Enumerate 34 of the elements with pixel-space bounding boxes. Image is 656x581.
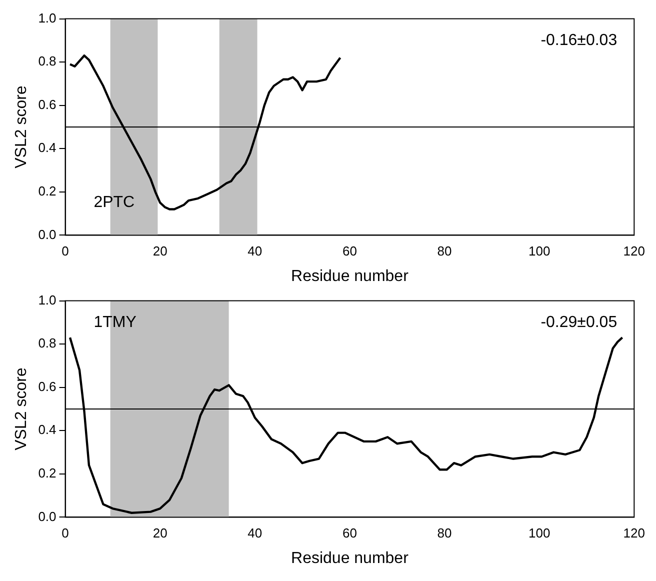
x-tick-label: 40 xyxy=(248,526,262,541)
x-tick-label: 80 xyxy=(437,244,452,259)
y-tick-label: 0.4 xyxy=(38,140,56,156)
x-tick-label: 20 xyxy=(152,244,168,259)
y-tick-label: 0.8 xyxy=(38,336,56,351)
x-tick-label: 0 xyxy=(62,526,69,541)
y-tick-label: 0.2 xyxy=(38,184,56,198)
x-tick-label: 120 xyxy=(623,526,646,541)
y-tick-label: 0.2 xyxy=(38,466,56,480)
x-axis-title: Residue number xyxy=(291,550,410,567)
x-tick-label: 80 xyxy=(437,526,452,541)
y-tick-label: 0.6 xyxy=(38,96,56,112)
x-tick-label: 100 xyxy=(528,526,550,541)
y-axis-title: VSL2 score xyxy=(13,368,30,450)
y-axis-title: VSL2 score xyxy=(13,86,30,168)
x-tick-label: 60 xyxy=(342,526,357,541)
x-tick-label: 20 xyxy=(152,526,168,541)
annotation: -0.29±0.05 xyxy=(540,314,618,331)
y-tick-label: 0.4 xyxy=(38,422,56,438)
y-tick-label: 0.0 xyxy=(38,508,56,524)
y-tick-label: 0.6 xyxy=(38,378,56,394)
x-tick-label: 120 xyxy=(623,244,646,259)
x-tick-label: 40 xyxy=(248,244,262,259)
y-tick-label: 0.0 xyxy=(38,226,56,242)
annotation: 2PTC xyxy=(94,194,135,212)
annotation: -0.16±0.03 xyxy=(540,32,618,49)
x-tick-label: 60 xyxy=(342,244,357,259)
x-tick-label: 100 xyxy=(528,244,550,259)
x-axis-title: Residue number xyxy=(291,268,410,285)
x-tick-label: 0 xyxy=(62,244,69,259)
y-tick-label: 1.0 xyxy=(38,292,56,308)
y-tick-label: 1.0 xyxy=(38,10,56,26)
annotation: 1TMY xyxy=(94,314,137,331)
y-tick-label: 0.8 xyxy=(38,54,56,69)
